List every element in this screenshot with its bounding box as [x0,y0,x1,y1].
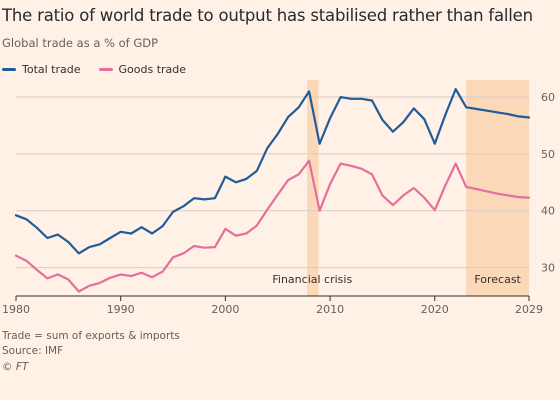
series-line-goods-trade [14,159,531,293]
region-label-forecast: Forecast [474,273,521,286]
legend-swatch-total-trade [2,67,16,71]
legend-item-goods-trade: Goods trade [98,62,187,76]
x-tick-label-2020: 2020 [421,303,449,316]
shaded-region-financial-crisis [307,80,319,296]
x-tick-label-2000: 2000 [211,303,239,316]
legend: Total trade Goods trade [2,60,204,78]
chart-subtitle: Global trade as a % of GDP [2,36,159,50]
legend-swatch-goods-trade [98,67,113,71]
y-tick-label-60: 60 [541,91,555,104]
y-tick-label-50: 50 [541,148,555,161]
source-note: Source: IMF [2,345,64,357]
ft-credit: © FT [2,361,29,373]
series-line-total-trade [14,88,531,255]
legend-label-goods-trade: Goods trade [118,62,187,76]
x-tick-label-2010: 2010 [316,303,344,316]
x-tick-label-1990: 1990 [107,303,135,316]
footnote: Trade = sum of exports & imports [2,330,180,342]
legend-item-total-trade: Total trade [2,63,81,76]
x-tick-label-1980: 1980 [2,303,30,316]
chart-title: The ratio of world trade to output has s… [2,6,533,25]
y-tick-label-40: 40 [541,205,555,218]
y-tick-label-30: 30 [541,262,555,275]
legend-label-total-trade: Total trade [22,62,81,76]
x-tick-label-2029: 2029 [515,303,543,316]
region-label-financial-crisis: Financial crisis [272,273,352,286]
